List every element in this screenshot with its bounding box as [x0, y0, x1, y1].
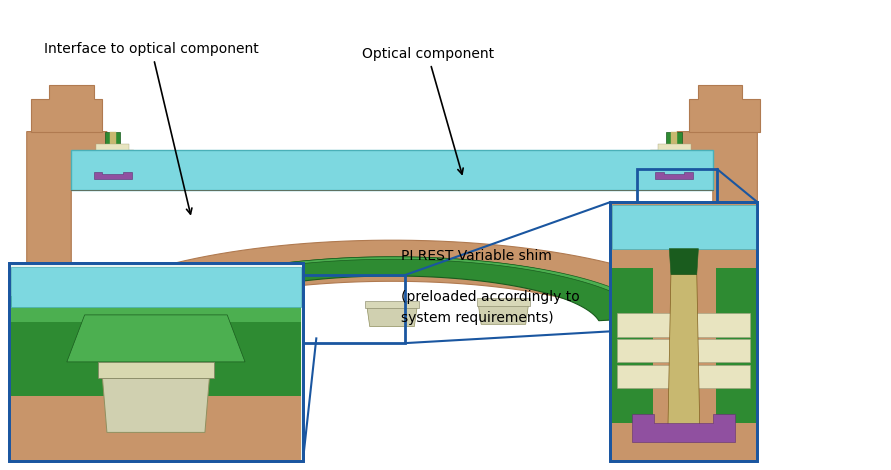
Polygon shape — [98, 362, 214, 378]
Polygon shape — [658, 163, 691, 172]
Polygon shape — [96, 163, 129, 172]
Polygon shape — [617, 365, 750, 388]
Polygon shape — [365, 301, 419, 308]
FancyBboxPatch shape — [71, 150, 713, 190]
Polygon shape — [367, 308, 417, 327]
Text: PI REST Variable shim

(preloaded accordingly to
system requirements): PI REST Variable shim (preloaded accordi… — [401, 249, 580, 325]
Polygon shape — [133, 257, 651, 321]
Polygon shape — [655, 172, 693, 179]
Polygon shape — [251, 306, 301, 324]
Polygon shape — [31, 85, 102, 132]
Text: Optical component: Optical component — [362, 47, 494, 174]
Polygon shape — [96, 144, 129, 153]
Polygon shape — [105, 132, 120, 190]
Polygon shape — [67, 315, 245, 362]
Polygon shape — [689, 85, 760, 132]
Polygon shape — [667, 274, 700, 442]
Polygon shape — [478, 306, 528, 324]
Polygon shape — [102, 378, 209, 432]
Polygon shape — [27, 132, 134, 338]
FancyBboxPatch shape — [11, 267, 301, 306]
Polygon shape — [477, 298, 530, 306]
Polygon shape — [633, 414, 735, 442]
FancyBboxPatch shape — [716, 268, 756, 423]
Polygon shape — [53, 240, 731, 338]
FancyBboxPatch shape — [11, 397, 301, 460]
Polygon shape — [658, 154, 691, 162]
Polygon shape — [669, 249, 699, 274]
Polygon shape — [617, 313, 750, 337]
Polygon shape — [666, 132, 682, 190]
FancyBboxPatch shape — [11, 296, 301, 404]
FancyBboxPatch shape — [612, 205, 756, 249]
Polygon shape — [658, 144, 691, 153]
Polygon shape — [110, 132, 116, 188]
FancyBboxPatch shape — [11, 306, 301, 322]
Polygon shape — [129, 257, 655, 313]
Polygon shape — [94, 172, 132, 179]
FancyBboxPatch shape — [9, 263, 303, 461]
Polygon shape — [96, 154, 129, 162]
Text: Interface to optical component: Interface to optical component — [44, 42, 259, 214]
Polygon shape — [617, 339, 750, 362]
Polygon shape — [249, 298, 303, 306]
FancyBboxPatch shape — [610, 202, 757, 461]
FancyBboxPatch shape — [612, 268, 653, 423]
Polygon shape — [671, 132, 677, 188]
Polygon shape — [650, 132, 757, 338]
